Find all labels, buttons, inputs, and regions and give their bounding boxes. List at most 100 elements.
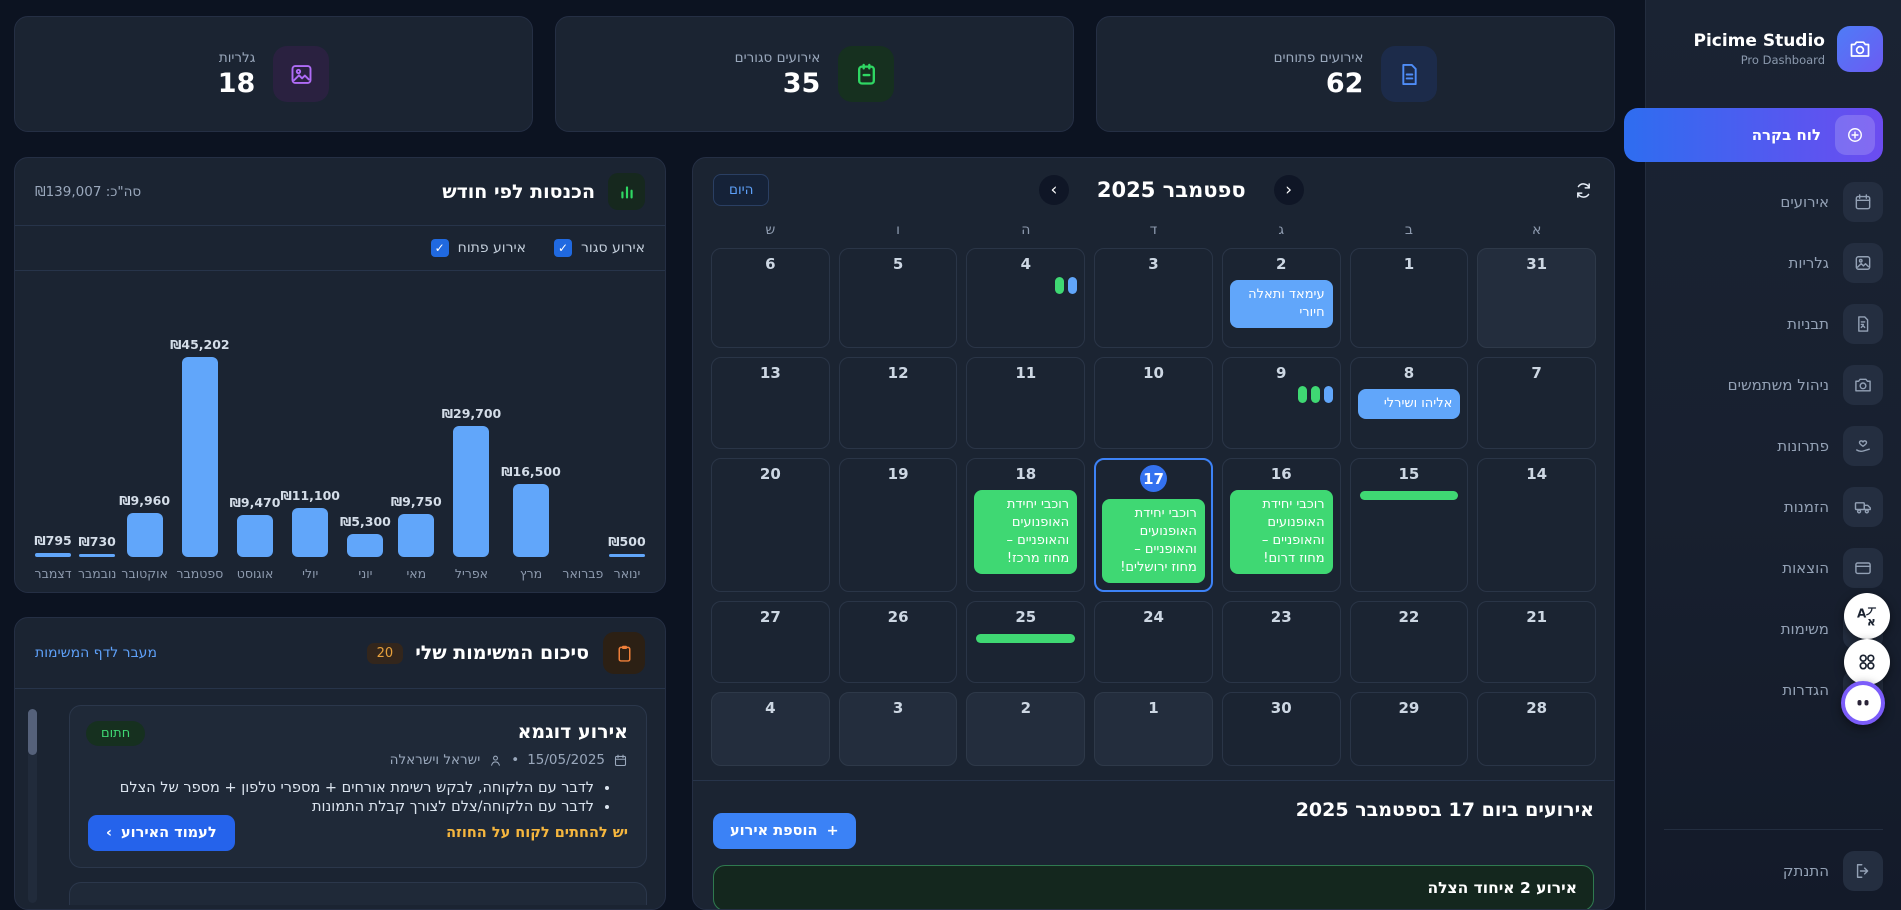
calendar-event-chip[interactable]: רוכבי יחידת האופנועים והאופניים – מחוז י… bbox=[1102, 499, 1205, 583]
go-to-event-button[interactable]: ‹ לעמוד האירוע bbox=[88, 815, 235, 851]
calendar-day-16[interactable]: 16 רוכבי יחידת האופנועים והאופניים – מחוז… bbox=[1221, 458, 1341, 592]
chart-column: ₪5,300 יוני bbox=[340, 281, 391, 584]
sidebar-item-solutions[interactable]: פתרונות bbox=[1664, 425, 1883, 467]
tasks-card: סיכום המשימות שלי 20 מעבר לדף המשימות חת… bbox=[14, 617, 666, 910]
tasks-page-link[interactable]: מעבר לדף המשימות bbox=[35, 645, 157, 661]
tasks-count-badge: 20 bbox=[366, 642, 404, 664]
bar[interactable] bbox=[347, 534, 384, 557]
bar[interactable] bbox=[608, 554, 645, 557]
task-title: אירוע דוגמא bbox=[517, 721, 628, 743]
filter-open-event[interactable]: אירוע פתוח ✓ bbox=[430, 239, 526, 257]
bar[interactable] bbox=[126, 513, 163, 557]
sidebar-item-dashboard[interactable]: לוח בקרה bbox=[1624, 108, 1883, 162]
bar[interactable] bbox=[398, 514, 435, 557]
calendar-day-20[interactable]: 20 bbox=[711, 458, 830, 592]
day-number: 15 bbox=[1398, 465, 1420, 483]
sidebar-item-events[interactable]: אירועים bbox=[1664, 181, 1883, 223]
bar-month-label: אפריל bbox=[454, 566, 489, 581]
chevron-right-icon: › bbox=[1285, 180, 1293, 200]
chatbot-widget-button[interactable] bbox=[1841, 681, 1885, 725]
calendar-month-title: ספטמבר 2025 bbox=[1096, 178, 1246, 202]
calendar-day-8[interactable]: 8 אליהו ושירלי bbox=[1349, 357, 1469, 449]
calendar-day-6[interactable]: 6 bbox=[711, 248, 830, 348]
calendar-day-28[interactable]: 28 bbox=[1477, 692, 1596, 766]
calendar-day-18[interactable]: 18 רוכבי יחידת האופנועים והאופניים – מחוז… bbox=[966, 458, 1086, 592]
calendar-day-13[interactable]: 13 bbox=[711, 357, 830, 449]
calendar-day-5[interactable]: 5 bbox=[838, 248, 958, 348]
calendar-day-7[interactable]: 7 bbox=[1477, 357, 1596, 449]
day-number: 30 bbox=[1270, 699, 1292, 717]
calendar-day-1[interactable]: 1 bbox=[1349, 248, 1469, 348]
calendar-day-3[interactable]: 3 bbox=[838, 692, 958, 766]
bar-value-label: ₪5,300 bbox=[340, 514, 391, 529]
filter-closed-event[interactable]: אירוע סגור ✓ bbox=[554, 239, 645, 257]
sidebar-item-expenses[interactable]: הוצאות bbox=[1664, 547, 1883, 589]
calendar-week: 31 1 2 עימאד ותאלה חיורי 3 4 5 6 bbox=[711, 248, 1596, 348]
calendar-day-25[interactable]: 25 bbox=[966, 601, 1086, 683]
weekday-label: א bbox=[1531, 222, 1542, 238]
day-event-item[interactable]: אירוע 2 איחוד הצלה bbox=[713, 865, 1594, 909]
sidebar-item-label: תבניות bbox=[1787, 315, 1829, 333]
calendar-day-14[interactable]: 14 bbox=[1477, 458, 1596, 592]
calendar-day-11[interactable]: 11 bbox=[966, 357, 1086, 449]
today-button[interactable]: היום bbox=[713, 174, 770, 206]
calendar-day-1[interactable]: 1 bbox=[1094, 692, 1213, 766]
calendar-day-26[interactable]: 26 bbox=[838, 601, 958, 683]
calendar-day-10[interactable]: 10 bbox=[1094, 357, 1213, 449]
sidebar-item-logout[interactable]: התנתק bbox=[1664, 850, 1883, 892]
calendar-day-27[interactable]: 27 bbox=[711, 601, 830, 683]
bar[interactable] bbox=[292, 508, 329, 557]
next-month-button[interactable]: › bbox=[1273, 175, 1304, 205]
sidebar-item-label: פתרונות bbox=[1777, 437, 1829, 455]
bar[interactable] bbox=[513, 484, 550, 557]
bar[interactable] bbox=[79, 554, 116, 557]
calendar-event-chip[interactable]: רוכבי יחידת האופנועים והאופניים – מחוז ד… bbox=[1229, 490, 1333, 574]
calendar-day-29[interactable]: 29 bbox=[1349, 692, 1469, 766]
bar[interactable] bbox=[181, 357, 218, 557]
calendar-day-21[interactable]: 21 bbox=[1477, 601, 1596, 683]
day-number: 21 bbox=[1526, 608, 1548, 626]
apps-grid-widget-button[interactable] bbox=[1844, 639, 1890, 685]
calendar-day-12[interactable]: 12 bbox=[838, 357, 958, 449]
calendar-day-31[interactable]: 31 bbox=[1477, 248, 1596, 348]
calendar-event-chip[interactable]: רוכבי יחידת האופנועים והאופניים – מחוז מ… bbox=[974, 490, 1078, 574]
calendar-day-9[interactable]: 9 bbox=[1221, 357, 1341, 449]
calendar-event-chip[interactable]: עימאד ותאלה חיורי bbox=[1229, 280, 1333, 328]
bar-month-label: דצמבר bbox=[34, 566, 72, 581]
closed-event-checkbox[interactable]: ✓ bbox=[554, 239, 572, 257]
sidebar-item-galleries[interactable]: גלריות bbox=[1664, 242, 1883, 284]
calendar-day-2[interactable]: 2 עימאד ותאלה חיורי bbox=[1221, 248, 1341, 348]
calendar-day-2[interactable]: 2 bbox=[966, 692, 1086, 766]
stat-card-closed-events: אירועים סגורים 35 bbox=[555, 16, 1074, 132]
calendar-day-17[interactable]: 17 רוכבי יחידת האופנועים והאופניים – מחוז… bbox=[1094, 458, 1213, 592]
refresh-icon[interactable] bbox=[1573, 180, 1594, 201]
stats-row: אירועים פתוחים 62 אירועים סגורים 35 גלריות 18 bbox=[14, 16, 1615, 132]
bar[interactable] bbox=[35, 553, 72, 557]
calendar-day-15[interactable]: 15 bbox=[1349, 458, 1469, 592]
calendar-day-23[interactable]: 23 bbox=[1221, 601, 1341, 683]
calendar-day-30[interactable]: 30 bbox=[1221, 692, 1341, 766]
calendar-day-24[interactable]: 24 bbox=[1094, 601, 1213, 683]
calendar-event-chip[interactable]: אליהו ושירלי bbox=[1357, 389, 1461, 419]
calendar-day-4[interactable]: 4 bbox=[711, 692, 830, 766]
calendar-day-19[interactable]: 19 bbox=[838, 458, 958, 592]
calendar-day-3[interactable]: 3 bbox=[1094, 248, 1213, 348]
bar[interactable] bbox=[237, 515, 274, 557]
calendar-day-22[interactable]: 22 bbox=[1349, 601, 1469, 683]
calendar-week: 7 8 אליהו ושירלי 9 10 11 12 13 bbox=[711, 357, 1596, 449]
bar[interactable] bbox=[453, 426, 490, 557]
calendar-day-4[interactable]: 4 bbox=[966, 248, 1086, 348]
sidebar-item-templates[interactable]: תבניות bbox=[1664, 303, 1883, 345]
prev-month-button[interactable]: ‹ bbox=[1038, 175, 1069, 205]
task-status-badge: חתום bbox=[86, 721, 146, 746]
users-icon bbox=[1843, 365, 1883, 405]
sidebar-item-orders[interactable]: הזמנות bbox=[1664, 486, 1883, 528]
open-event-checkbox[interactable]: ✓ bbox=[430, 239, 449, 257]
tasks-scrollbar-thumb[interactable] bbox=[28, 709, 37, 755]
dashboard-icon bbox=[1835, 115, 1875, 155]
sidebar-item-users[interactable]: ניהול משתמשים bbox=[1664, 364, 1883, 406]
add-event-button[interactable]: + הוספת אירוע bbox=[713, 813, 856, 849]
bar-value-label: ₪9,470 bbox=[229, 495, 281, 510]
